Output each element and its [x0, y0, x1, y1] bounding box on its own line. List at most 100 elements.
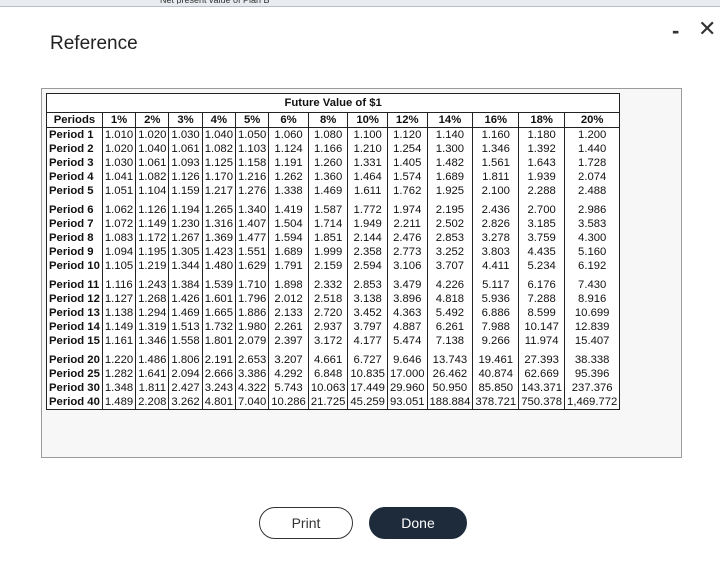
table-cell: 2.427: [168, 381, 203, 395]
table-cell: 1.574: [386, 170, 428, 184]
spacer-cell: [234, 348, 270, 353]
table-cell: 2.826: [472, 217, 520, 231]
table-cell: 1.405: [386, 156, 428, 170]
table-cell: 2.195: [426, 203, 474, 217]
spacer-cell: [564, 198, 621, 203]
minimize-icon[interactable]: -: [672, 18, 680, 43]
table-cell: 3.479: [386, 278, 428, 292]
table-cell: 40.874: [472, 367, 520, 381]
table-row: Period 7 1.072 1.149 1.230 1.316 1.407 1.504 1.…: [46, 217, 621, 231]
table-cell: 1.482: [426, 156, 474, 170]
table-cell: 3.759: [518, 231, 566, 245]
table-cell: 1.082: [201, 142, 236, 156]
table-cell: 1.689: [426, 170, 474, 184]
table-cell: 1.230: [168, 217, 203, 231]
table-cell: 1.210: [347, 142, 388, 156]
spacer-cell: [234, 198, 270, 203]
table-cell: 4.435: [518, 245, 566, 259]
table-cell: 1.094: [101, 245, 137, 259]
table-cell: 237.376: [564, 381, 621, 395]
table-cell: 7.040: [234, 395, 270, 410]
table-cell: 1.426: [168, 292, 203, 306]
clipped-heading: Net present value of Plan B: [160, 0, 310, 4]
table-cell: 1.980: [234, 320, 270, 334]
table-row: Period 30 1.348 1.811 2.427 3.243 4.322 5.743 1…: [46, 381, 621, 395]
table-cell: 1.127: [101, 292, 137, 306]
spacer-cell: [234, 273, 270, 278]
table-cell: 1.191: [268, 156, 309, 170]
table-cell: 2.100: [472, 184, 520, 198]
table-cell: 4.411: [472, 259, 520, 273]
table-cell: 1.294: [135, 306, 170, 320]
table-cell: 11.974: [518, 334, 566, 348]
table-cell: 1.629: [234, 259, 270, 273]
table-cell: 143.371: [518, 381, 566, 395]
table-cell: 10.147: [518, 320, 566, 334]
table-cell: 1.104: [135, 184, 170, 198]
table-cell: 5.117: [472, 278, 520, 292]
table-cell: 1.772: [347, 203, 388, 217]
table-cell: 1.268: [135, 292, 170, 306]
table-cell: 1.331: [347, 156, 388, 170]
table-cell: 1.200: [564, 127, 621, 142]
table-cell: 15.407: [564, 334, 621, 348]
table-cell: 1.072: [101, 217, 137, 231]
table-cell: 9.646: [386, 353, 428, 367]
table-cell: 1.138: [101, 306, 137, 320]
column-header-rate: 6%: [268, 112, 309, 128]
table-cell: 1.265: [201, 203, 236, 217]
row-label: Period 15: [46, 334, 103, 348]
table-cell: 4.887: [386, 320, 428, 334]
table-cell: 1.010: [101, 127, 137, 142]
table-cell: 1.714: [307, 217, 349, 231]
row-label: Period 3: [46, 156, 103, 170]
table-cell: 1.254: [386, 142, 428, 156]
table-cell: 1.939: [518, 170, 566, 184]
table-cell: 1.898: [268, 278, 309, 292]
table-cell: 1.791: [268, 259, 309, 273]
table-row: Period 1 1.010 1.020 1.030 1.040 1.050 1.060 1.…: [46, 127, 621, 142]
column-header-rate: 2%: [135, 112, 170, 128]
table-cell: 1.710: [234, 278, 270, 292]
reference-table-panel: Future Value of $1 Periods 1% 2% 3% 4% 5% 6% 8%…: [41, 88, 682, 458]
table-cell: 1.124: [268, 142, 309, 156]
table-cell: 2.937: [307, 320, 349, 334]
row-label: Period 13: [46, 306, 103, 320]
table-cell: 1.641: [135, 367, 170, 381]
table-cell: 7.430: [564, 278, 621, 292]
table-cell: 95.396: [564, 367, 621, 381]
close-icon[interactable]: ✕: [698, 16, 717, 41]
dialog-title: Reference: [50, 33, 138, 54]
table-cell: 1.796: [234, 292, 270, 306]
table-cell: 1.300: [426, 142, 474, 156]
table-cell: 1.220: [101, 353, 137, 367]
table-cell: 2.502: [426, 217, 474, 231]
row-label: Period 25: [46, 367, 103, 381]
table-cell: 1.348: [101, 381, 137, 395]
table-cell: 1.030: [168, 127, 203, 142]
table-cell: 21.725: [307, 395, 349, 410]
done-button[interactable]: Done: [369, 507, 467, 539]
table-cell: 378.721: [472, 395, 520, 410]
table-cell: 1.886: [234, 306, 270, 320]
row-label: Period 9: [46, 245, 103, 259]
table-cell: 2.986: [564, 203, 621, 217]
table-cell: 3.243: [201, 381, 236, 395]
top-bar: Net present value of Plan B: [0, 0, 720, 7]
table-cell: 2.261: [268, 320, 309, 334]
table-cell: 1.126: [168, 170, 203, 184]
table-cell: 5.492: [426, 306, 474, 320]
table-cell: 27.393: [518, 353, 566, 367]
table-cell: 1.440: [564, 142, 621, 156]
table-row: Period 2 1.020 1.040 1.061 1.082 1.103 1.124 1.…: [46, 142, 621, 156]
table-cell: 1.020: [135, 127, 170, 142]
print-button[interactable]: Print: [259, 507, 353, 539]
table-cell: 1.276: [234, 184, 270, 198]
table-cell: 38.338: [564, 353, 621, 367]
column-header-rate: 1%: [101, 112, 137, 128]
table-cell: 1.346: [135, 334, 170, 348]
table-cell: 1.195: [135, 245, 170, 259]
table-cell: 1.172: [135, 231, 170, 245]
table-cell: 2.211: [386, 217, 428, 231]
table-cell: 3.262: [168, 395, 203, 410]
